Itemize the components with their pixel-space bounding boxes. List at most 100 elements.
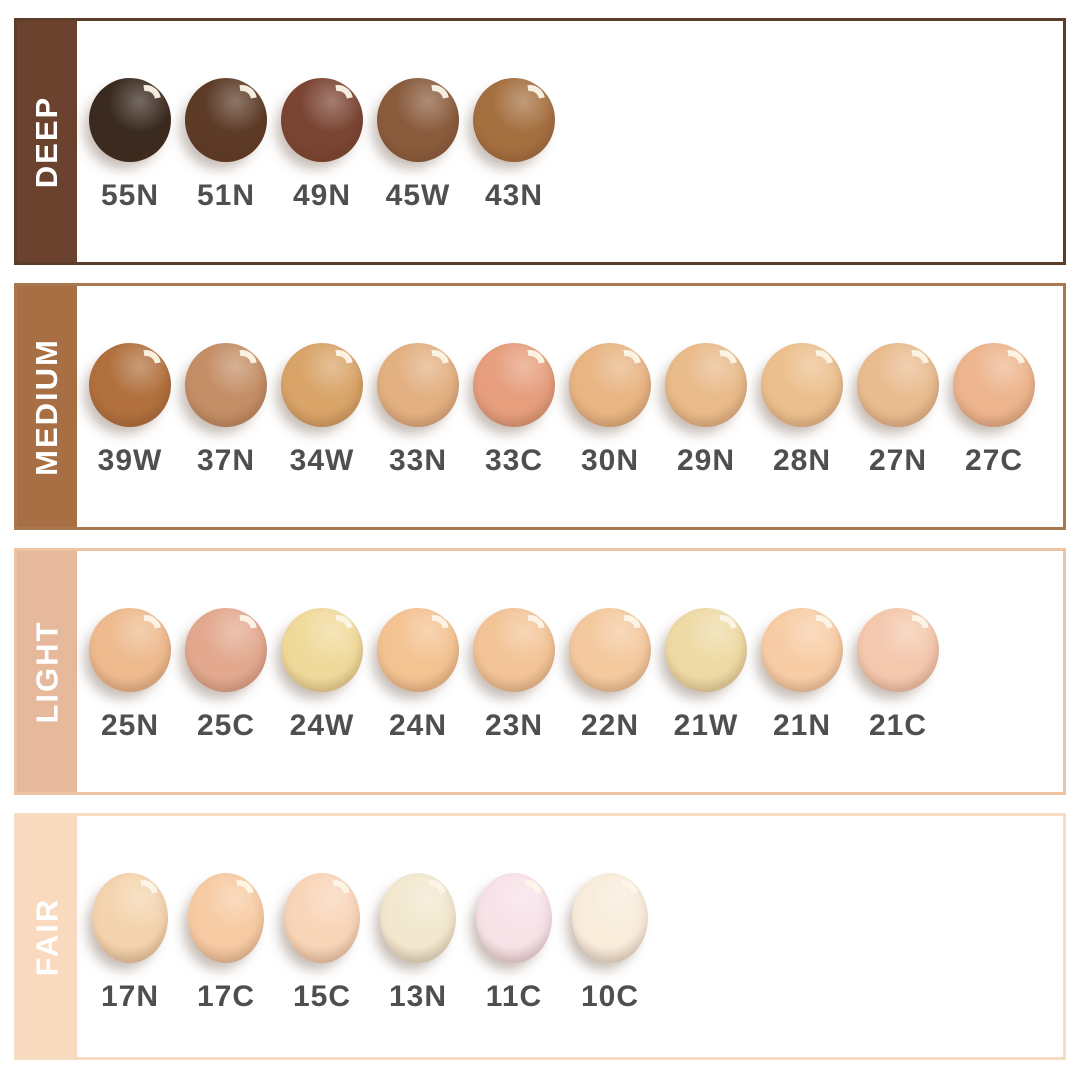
shade-code: 33N [388, 444, 448, 477]
shade-swatch [377, 608, 459, 692]
shade-swatch [380, 873, 456, 963]
shade-code: 13N [388, 980, 448, 1013]
gloss-highlight-icon [317, 609, 359, 651]
shade-list: 55N 51N 49N 45W 43N [77, 21, 1063, 262]
gloss-highlight-icon [125, 344, 167, 386]
gloss-highlight-icon [701, 344, 743, 386]
shade-code: 24N [388, 709, 448, 742]
shade-swatch [185, 78, 267, 162]
gloss-highlight-icon [893, 344, 935, 386]
gloss-highlight-icon [125, 79, 167, 121]
gloss-highlight-icon [893, 609, 935, 651]
gloss-highlight-icon [413, 79, 455, 121]
gloss-highlight-icon [605, 344, 647, 386]
shade-code: 27N [868, 444, 928, 477]
shade-swatch [281, 608, 363, 692]
shade-row: DEEP 55N 51N 49N 45W 43N [14, 18, 1066, 265]
shade-swatch [377, 343, 459, 427]
gloss-highlight-icon [125, 609, 167, 651]
shade-cell: 43N [466, 78, 562, 213]
shade-cell: 34W [274, 343, 370, 478]
gloss-highlight-icon [410, 874, 452, 916]
shade-swatch [857, 343, 939, 427]
shade-cell: 27N [850, 343, 946, 478]
shade-code: 34W [289, 444, 355, 477]
shade-code: 43N [484, 179, 544, 212]
shade-list: 17N 17C 15C 13N 11C 10C [77, 816, 1063, 1057]
shade-code: 51N [196, 179, 256, 212]
shade-cell: 23N [466, 608, 562, 743]
shade-code: 11C [485, 980, 543, 1013]
shade-swatch [665, 608, 747, 692]
shade-swatch [857, 608, 939, 692]
shade-swatch [473, 78, 555, 162]
shade-cell: 29N [658, 343, 754, 478]
gloss-highlight-icon [314, 874, 356, 916]
shade-cell: 51N [178, 78, 274, 213]
shade-list: 25N 25C 24W 24N 23N 22N 21W 21N 21C [77, 551, 1063, 792]
shade-code: 10C [580, 980, 640, 1013]
row-label: MEDIUM [29, 337, 64, 476]
gloss-highlight-icon [509, 609, 551, 651]
shade-cell: 55N [82, 78, 178, 213]
row-label: FAIR [29, 897, 64, 976]
shade-swatch [572, 873, 648, 963]
gloss-highlight-icon [413, 344, 455, 386]
shade-swatch [377, 78, 459, 162]
shade-code: 25N [100, 709, 160, 742]
shade-swatch [92, 873, 168, 963]
shade-cell: 33C [466, 343, 562, 478]
shade-swatch [953, 343, 1035, 427]
shade-cell: 13N [370, 873, 466, 1014]
shade-swatch [89, 343, 171, 427]
shade-code: 21C [868, 709, 928, 742]
row-label: LIGHT [29, 620, 64, 723]
shade-swatch [476, 873, 552, 963]
shade-swatch [473, 608, 555, 692]
shade-swatch [569, 608, 651, 692]
gloss-highlight-icon [413, 609, 455, 651]
shade-cell: 15C [274, 873, 370, 1014]
shade-cell: 22N [562, 608, 658, 743]
shade-cell: 17C [178, 873, 274, 1014]
shade-cell: 30N [562, 343, 658, 478]
shade-cell: 24W [274, 608, 370, 743]
shade-swatch [185, 343, 267, 427]
shade-code: 30N [580, 444, 640, 477]
shade-cell: 10C [562, 873, 658, 1014]
gloss-highlight-icon [701, 609, 743, 651]
shade-swatch [473, 343, 555, 427]
shade-cell: 39W [82, 343, 178, 478]
shade-swatch [761, 608, 843, 692]
gloss-highlight-icon [317, 79, 359, 121]
shade-row: LIGHT 25N 25C 24W 24N 23N 22N 21W 21N 21C [14, 548, 1066, 795]
shade-code: 25C [196, 709, 256, 742]
shade-cell: 27C [946, 343, 1042, 478]
shade-swatch [281, 78, 363, 162]
gloss-highlight-icon [221, 609, 263, 651]
shade-code: 27C [964, 444, 1024, 477]
shade-code: 21W [673, 709, 739, 742]
shade-cell: 37N [178, 343, 274, 478]
shade-list: 39W 37N 34W 33N 33C 30N 29N 28N 27N 27C [77, 286, 1063, 527]
shade-cell: 33N [370, 343, 466, 478]
gloss-highlight-icon [797, 609, 839, 651]
gloss-highlight-icon [221, 344, 263, 386]
gloss-highlight-icon [218, 874, 260, 916]
shade-code: 49N [292, 179, 352, 212]
shade-code: 33C [484, 444, 544, 477]
shade-code: 29N [676, 444, 736, 477]
shade-code: 15C [292, 980, 352, 1013]
shade-swatch [569, 343, 651, 427]
shade-code: 17N [100, 980, 160, 1013]
shade-cell: 24N [370, 608, 466, 743]
gloss-highlight-icon [317, 344, 359, 386]
gloss-highlight-icon [989, 344, 1031, 386]
shade-cell: 21W [658, 608, 754, 743]
shade-swatch [185, 608, 267, 692]
shade-code: 39W [97, 444, 163, 477]
shade-swatch [89, 608, 171, 692]
shade-swatch [89, 78, 171, 162]
shade-row: FAIR 17N 17C 15C 13N 11C 10C [14, 813, 1066, 1060]
